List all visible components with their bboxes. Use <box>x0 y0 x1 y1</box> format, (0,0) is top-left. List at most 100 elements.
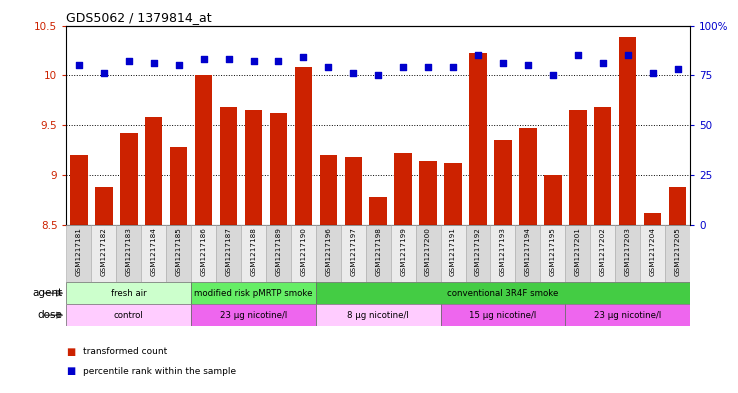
Bar <box>66 282 191 304</box>
Text: 8 μg nicotine/l: 8 μg nicotine/l <box>348 311 409 320</box>
Bar <box>195 75 213 224</box>
Point <box>397 64 409 70</box>
Point <box>98 70 110 77</box>
Bar <box>241 224 266 282</box>
Bar <box>444 163 462 224</box>
Point <box>148 60 159 66</box>
Text: GSM1217184: GSM1217184 <box>151 228 156 276</box>
Bar <box>615 224 640 282</box>
Point <box>472 52 484 59</box>
Bar <box>345 157 362 224</box>
Text: modified risk pMRTP smoke: modified risk pMRTP smoke <box>194 289 313 298</box>
Bar <box>519 128 537 224</box>
Point <box>297 54 309 61</box>
Point <box>373 72 384 79</box>
Bar <box>540 224 565 282</box>
Point <box>173 62 184 68</box>
Bar <box>220 107 238 224</box>
Bar <box>245 110 262 224</box>
Text: ■: ■ <box>66 366 76 376</box>
Bar <box>569 110 587 224</box>
Bar <box>565 304 690 326</box>
Point <box>547 72 559 79</box>
Bar <box>590 224 615 282</box>
Text: agent: agent <box>32 288 63 298</box>
Text: fresh air: fresh air <box>111 289 147 298</box>
Text: GSM1217183: GSM1217183 <box>125 228 132 276</box>
Point <box>497 60 509 66</box>
Bar <box>320 155 337 224</box>
Point <box>223 56 235 62</box>
Text: GSM1217191: GSM1217191 <box>450 228 456 276</box>
Bar <box>170 147 187 224</box>
Text: dose: dose <box>38 310 63 320</box>
Text: GSM1217188: GSM1217188 <box>250 228 257 276</box>
Text: GSM1217205: GSM1217205 <box>675 228 680 276</box>
Text: GSM1217196: GSM1217196 <box>325 228 331 276</box>
Text: GSM1217202: GSM1217202 <box>600 228 606 276</box>
Point <box>73 62 85 68</box>
Text: control: control <box>114 311 144 320</box>
Bar <box>665 224 690 282</box>
Point <box>572 52 584 59</box>
Bar <box>191 224 216 282</box>
Point <box>348 70 359 77</box>
Text: 23 μg nicotine/l: 23 μg nicotine/l <box>220 311 287 320</box>
Bar <box>269 113 287 224</box>
Bar <box>544 175 562 224</box>
Text: GDS5062 / 1379814_at: GDS5062 / 1379814_at <box>66 11 212 24</box>
Text: GSM1217187: GSM1217187 <box>226 228 232 276</box>
Text: 15 μg nicotine/l: 15 μg nicotine/l <box>469 311 537 320</box>
Text: ■: ■ <box>66 347 76 357</box>
Text: GSM1217199: GSM1217199 <box>400 228 406 276</box>
Bar <box>166 224 191 282</box>
Bar <box>291 224 316 282</box>
Bar <box>316 304 441 326</box>
Bar <box>394 153 412 224</box>
Bar <box>594 107 612 224</box>
Text: GSM1217190: GSM1217190 <box>300 228 306 276</box>
Text: GSM1217204: GSM1217204 <box>649 228 655 276</box>
Point <box>622 52 634 59</box>
Text: GSM1217186: GSM1217186 <box>201 228 207 276</box>
Bar <box>415 224 441 282</box>
Point <box>672 66 683 72</box>
Bar <box>565 224 590 282</box>
Bar <box>216 224 241 282</box>
Text: GSM1217193: GSM1217193 <box>500 228 506 276</box>
Bar <box>469 53 487 224</box>
Bar <box>640 224 665 282</box>
Point <box>447 64 459 70</box>
Bar <box>441 224 466 282</box>
Text: GSM1217185: GSM1217185 <box>176 228 182 276</box>
Text: GSM1217198: GSM1217198 <box>375 228 382 276</box>
Bar <box>466 224 491 282</box>
Bar <box>515 224 540 282</box>
Bar <box>669 187 686 224</box>
Bar <box>419 161 437 224</box>
Bar <box>145 117 162 224</box>
Text: GSM1217200: GSM1217200 <box>425 228 431 276</box>
Text: GSM1217203: GSM1217203 <box>624 228 631 276</box>
Text: GSM1217192: GSM1217192 <box>475 228 481 276</box>
Bar <box>619 37 636 224</box>
Bar <box>441 304 565 326</box>
Text: GSM1217194: GSM1217194 <box>525 228 531 276</box>
Bar <box>494 140 511 224</box>
Text: GSM1217201: GSM1217201 <box>575 228 581 276</box>
Text: transformed count: transformed count <box>83 347 167 356</box>
Text: GSM1217182: GSM1217182 <box>101 228 107 276</box>
Point <box>422 64 434 70</box>
Bar <box>370 197 387 224</box>
Bar <box>366 224 390 282</box>
Bar <box>316 282 690 304</box>
Point <box>198 56 210 62</box>
Bar <box>390 224 415 282</box>
Bar <box>341 224 366 282</box>
Text: conventional 3R4F smoke: conventional 3R4F smoke <box>447 289 559 298</box>
Bar <box>66 224 92 282</box>
Point <box>248 58 260 64</box>
Text: GSM1217197: GSM1217197 <box>351 228 356 276</box>
Point <box>646 70 658 77</box>
Text: GSM1217189: GSM1217189 <box>275 228 281 276</box>
